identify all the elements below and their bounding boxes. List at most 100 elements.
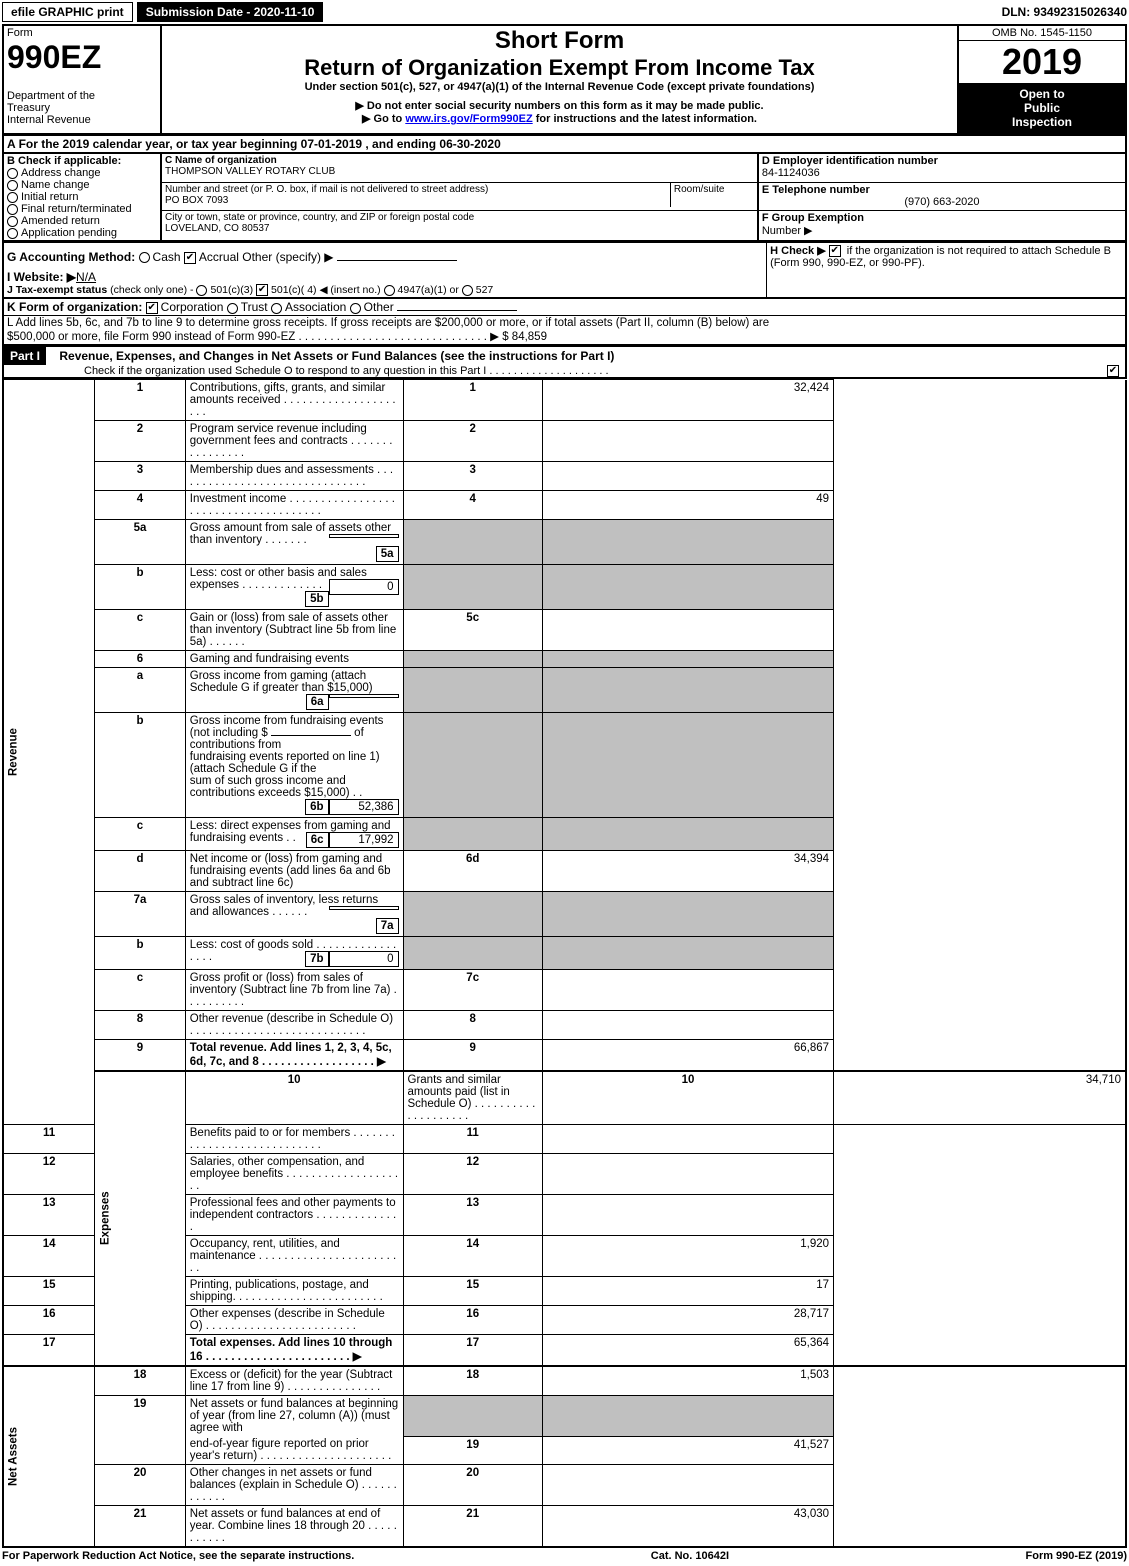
l5a-sub: 5a: [376, 546, 399, 562]
l7a-box-shaded: [403, 892, 542, 937]
g-label: G Accounting Method:: [7, 250, 135, 264]
l16-val: 28,717: [542, 1306, 833, 1335]
l20-desc: Other changes in net assets or fund bala…: [185, 1465, 403, 1506]
l7a-desc: Gross sales of inventory, less returns a…: [185, 892, 403, 937]
l14-desc: Occupancy, rent, utilities, and maintena…: [185, 1236, 403, 1277]
form-header: Form 990EZ Department of the Treasury In…: [2, 24, 1127, 135]
g-cash-option[interactable]: Cash: [139, 250, 181, 264]
l7b-num: b: [95, 937, 186, 970]
l3-val: [542, 462, 833, 491]
tax-year: 2019: [959, 41, 1125, 83]
l7a-num: 7a: [95, 892, 186, 937]
h-checkbox[interactable]: [829, 245, 841, 257]
org-info-section: A For the 2019 calendar year, or tax yea…: [2, 135, 1127, 242]
l5c-box: 5c: [403, 610, 542, 651]
j-527[interactable]: 527: [462, 284, 494, 296]
l10-desc: Grants and similar amounts paid (list in…: [403, 1071, 542, 1125]
k-trust[interactable]: Trust: [227, 300, 268, 314]
check-application-pending[interactable]: Application pending: [7, 227, 157, 239]
check-final-return[interactable]: Final return/terminated: [7, 203, 157, 215]
short-form-title: Short Form: [165, 27, 954, 55]
l6-desc: Gaming and fundraising events: [185, 651, 403, 668]
l6b-val-shaded: [542, 713, 833, 818]
l10-box: 10: [542, 1071, 833, 1125]
l19-desc-2: end-of-year figure reported on prior yea…: [185, 1436, 403, 1465]
l20-num: 20: [95, 1465, 186, 1506]
l6-val-shaded: [542, 651, 833, 668]
l17-box: 17: [403, 1335, 542, 1367]
l5a-desc: Gross amount from sale of assets other t…: [185, 520, 403, 565]
l6-box-shaded: [403, 651, 542, 668]
l19-val-shaded: [542, 1396, 833, 1437]
check-addr-change[interactable]: Address change: [7, 167, 157, 179]
l1-desc: Contributions, gifts, grants, and simila…: [185, 380, 403, 421]
j-4947[interactable]: 4947(a)(1) or: [384, 284, 459, 296]
l13-val: [542, 1195, 833, 1236]
dept-line-1: Department of the: [7, 90, 157, 102]
under-section-text: Under section 501(c), 527, or 4947(a)(1)…: [165, 81, 954, 93]
expenses-side-label: Expenses: [95, 1071, 186, 1366]
l15-desc: Printing, publications, postage, and shi…: [185, 1277, 403, 1306]
l6a-sub: 6a: [306, 694, 329, 710]
l2-val: [542, 421, 833, 462]
check-initial-return[interactable]: Initial return: [7, 191, 157, 203]
l10-num: 10: [185, 1071, 403, 1125]
goto-link[interactable]: www.irs.gov/Form990EZ: [405, 113, 532, 125]
l6a-subval: [329, 694, 399, 698]
k-assoc[interactable]: Association: [271, 300, 346, 314]
ein-value: 84-1124036: [762, 167, 820, 179]
schedule-o-checkbox[interactable]: [1107, 365, 1119, 377]
l5b-sub: 5b: [305, 591, 328, 607]
part-i-lines: Revenue 1 Contributions, gifts, grants, …: [2, 379, 1127, 1548]
l5a-box-shaded: [403, 520, 542, 565]
efile-button[interactable]: efile GRAPHIC print: [2, 2, 133, 22]
l7c-box: 7c: [403, 970, 542, 1011]
l3-box: 3: [403, 462, 542, 491]
g-other-option[interactable]: Other (specify) ▶: [242, 250, 457, 264]
check-name-change[interactable]: Name change: [7, 179, 157, 191]
l1-val: 32,424: [542, 380, 833, 421]
l14-num: 14: [3, 1236, 95, 1277]
l18-box: 18: [403, 1366, 542, 1396]
omb-number: OMB No. 1545-1150: [958, 25, 1126, 41]
l15-box: 15: [403, 1277, 542, 1306]
l5b-box-shaded: [403, 565, 542, 610]
l4-val: 49: [542, 491, 833, 520]
l6c-num: c: [95, 818, 186, 851]
l18-val: 1,503: [542, 1366, 833, 1396]
l7b-box-shaded: [403, 937, 542, 970]
l7c-num: c: [95, 970, 186, 1011]
l6a-desc: Gross income from gaming (attach Schedul…: [185, 668, 403, 713]
l21-num: 21: [95, 1506, 186, 1548]
l18-num: 18: [95, 1366, 186, 1396]
l8-box: 8: [403, 1011, 542, 1040]
l6c-box-shaded: [403, 818, 542, 851]
k-other[interactable]: Other: [350, 300, 394, 314]
l16-desc: Other expenses (describe in Schedule O) …: [185, 1306, 403, 1335]
l-text-1: L Add lines 5b, 6c, and 7b to line 9 to …: [7, 317, 1122, 329]
l10-val: 34,710: [834, 1071, 1126, 1125]
footer-right: Form 990-EZ (2019): [1026, 1550, 1127, 1562]
l6c-desc: Less: direct expenses from gaming and fu…: [185, 818, 403, 851]
check-amended-return[interactable]: Amended return: [7, 215, 157, 227]
revenue-side-label: Revenue: [3, 380, 95, 1125]
l5b-val-shaded: [542, 565, 833, 610]
l7b-sub: 7b: [305, 951, 328, 967]
l3-num: 3: [95, 462, 186, 491]
l7a-val-shaded: [542, 892, 833, 937]
l5c-val: [542, 610, 833, 651]
j-501c[interactable]: 501(c)( 4) ◀ (insert no.): [256, 284, 381, 296]
submission-date-button[interactable]: Submission Date - 2020-11-10: [137, 2, 324, 22]
l5a-val-shaded: [542, 520, 833, 565]
h-label: H Check ▶: [770, 245, 829, 257]
top-bar: efile GRAPHIC print Submission Date - 20…: [2, 2, 1127, 22]
k-corp[interactable]: Corporation: [146, 300, 224, 314]
l-text-2: $500,000 or more, file Form 990 instead …: [7, 329, 1122, 343]
l5b-subval: 0: [329, 579, 399, 595]
l5b-desc: Less: cost or other basis and sales expe…: [185, 565, 403, 610]
g-accrual-option[interactable]: Accrual: [184, 250, 239, 264]
l16-num: 16: [3, 1306, 95, 1335]
l6d-desc: Net income or (loss) from gaming and fun…: [185, 851, 403, 892]
j-501c3[interactable]: 501(c)(3): [196, 284, 253, 296]
l19-box-shaded: [403, 1396, 542, 1437]
